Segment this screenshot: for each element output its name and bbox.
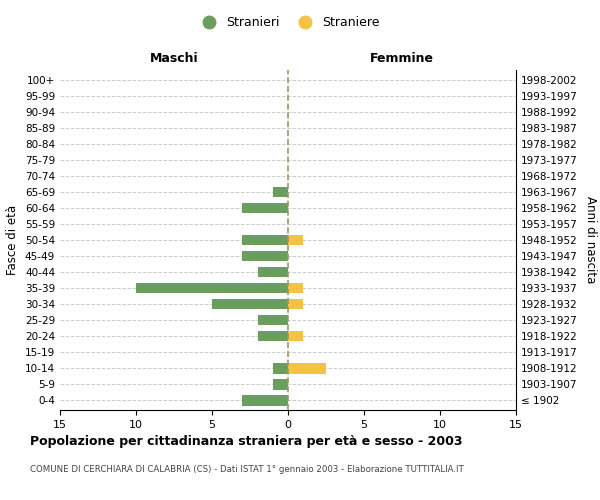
Bar: [242, 395, 288, 406]
Bar: [288, 299, 303, 310]
Bar: [257, 267, 288, 278]
Text: COMUNE DI CERCHIARA DI CALABRIA (CS) - Dati ISTAT 1° gennaio 2003 - Elaborazione: COMUNE DI CERCHIARA DI CALABRIA (CS) - D…: [30, 465, 464, 474]
Bar: [242, 202, 288, 213]
Text: Femmine: Femmine: [370, 52, 434, 65]
Bar: [288, 235, 303, 245]
Bar: [273, 379, 288, 390]
Bar: [242, 235, 288, 245]
Text: Maschi: Maschi: [149, 52, 199, 65]
Bar: [136, 283, 288, 294]
Bar: [288, 331, 303, 342]
Y-axis label: Anni di nascita: Anni di nascita: [584, 196, 597, 284]
Bar: [257, 315, 288, 326]
Bar: [288, 363, 326, 374]
Y-axis label: Fasce di età: Fasce di età: [7, 205, 19, 275]
Bar: [242, 251, 288, 261]
Bar: [212, 299, 288, 310]
Bar: [273, 186, 288, 197]
Bar: [273, 363, 288, 374]
Bar: [257, 331, 288, 342]
Legend: Stranieri, Straniere: Stranieri, Straniere: [191, 11, 385, 34]
Bar: [288, 283, 303, 294]
Text: Popolazione per cittadinanza straniera per età e sesso - 2003: Popolazione per cittadinanza straniera p…: [30, 435, 463, 448]
